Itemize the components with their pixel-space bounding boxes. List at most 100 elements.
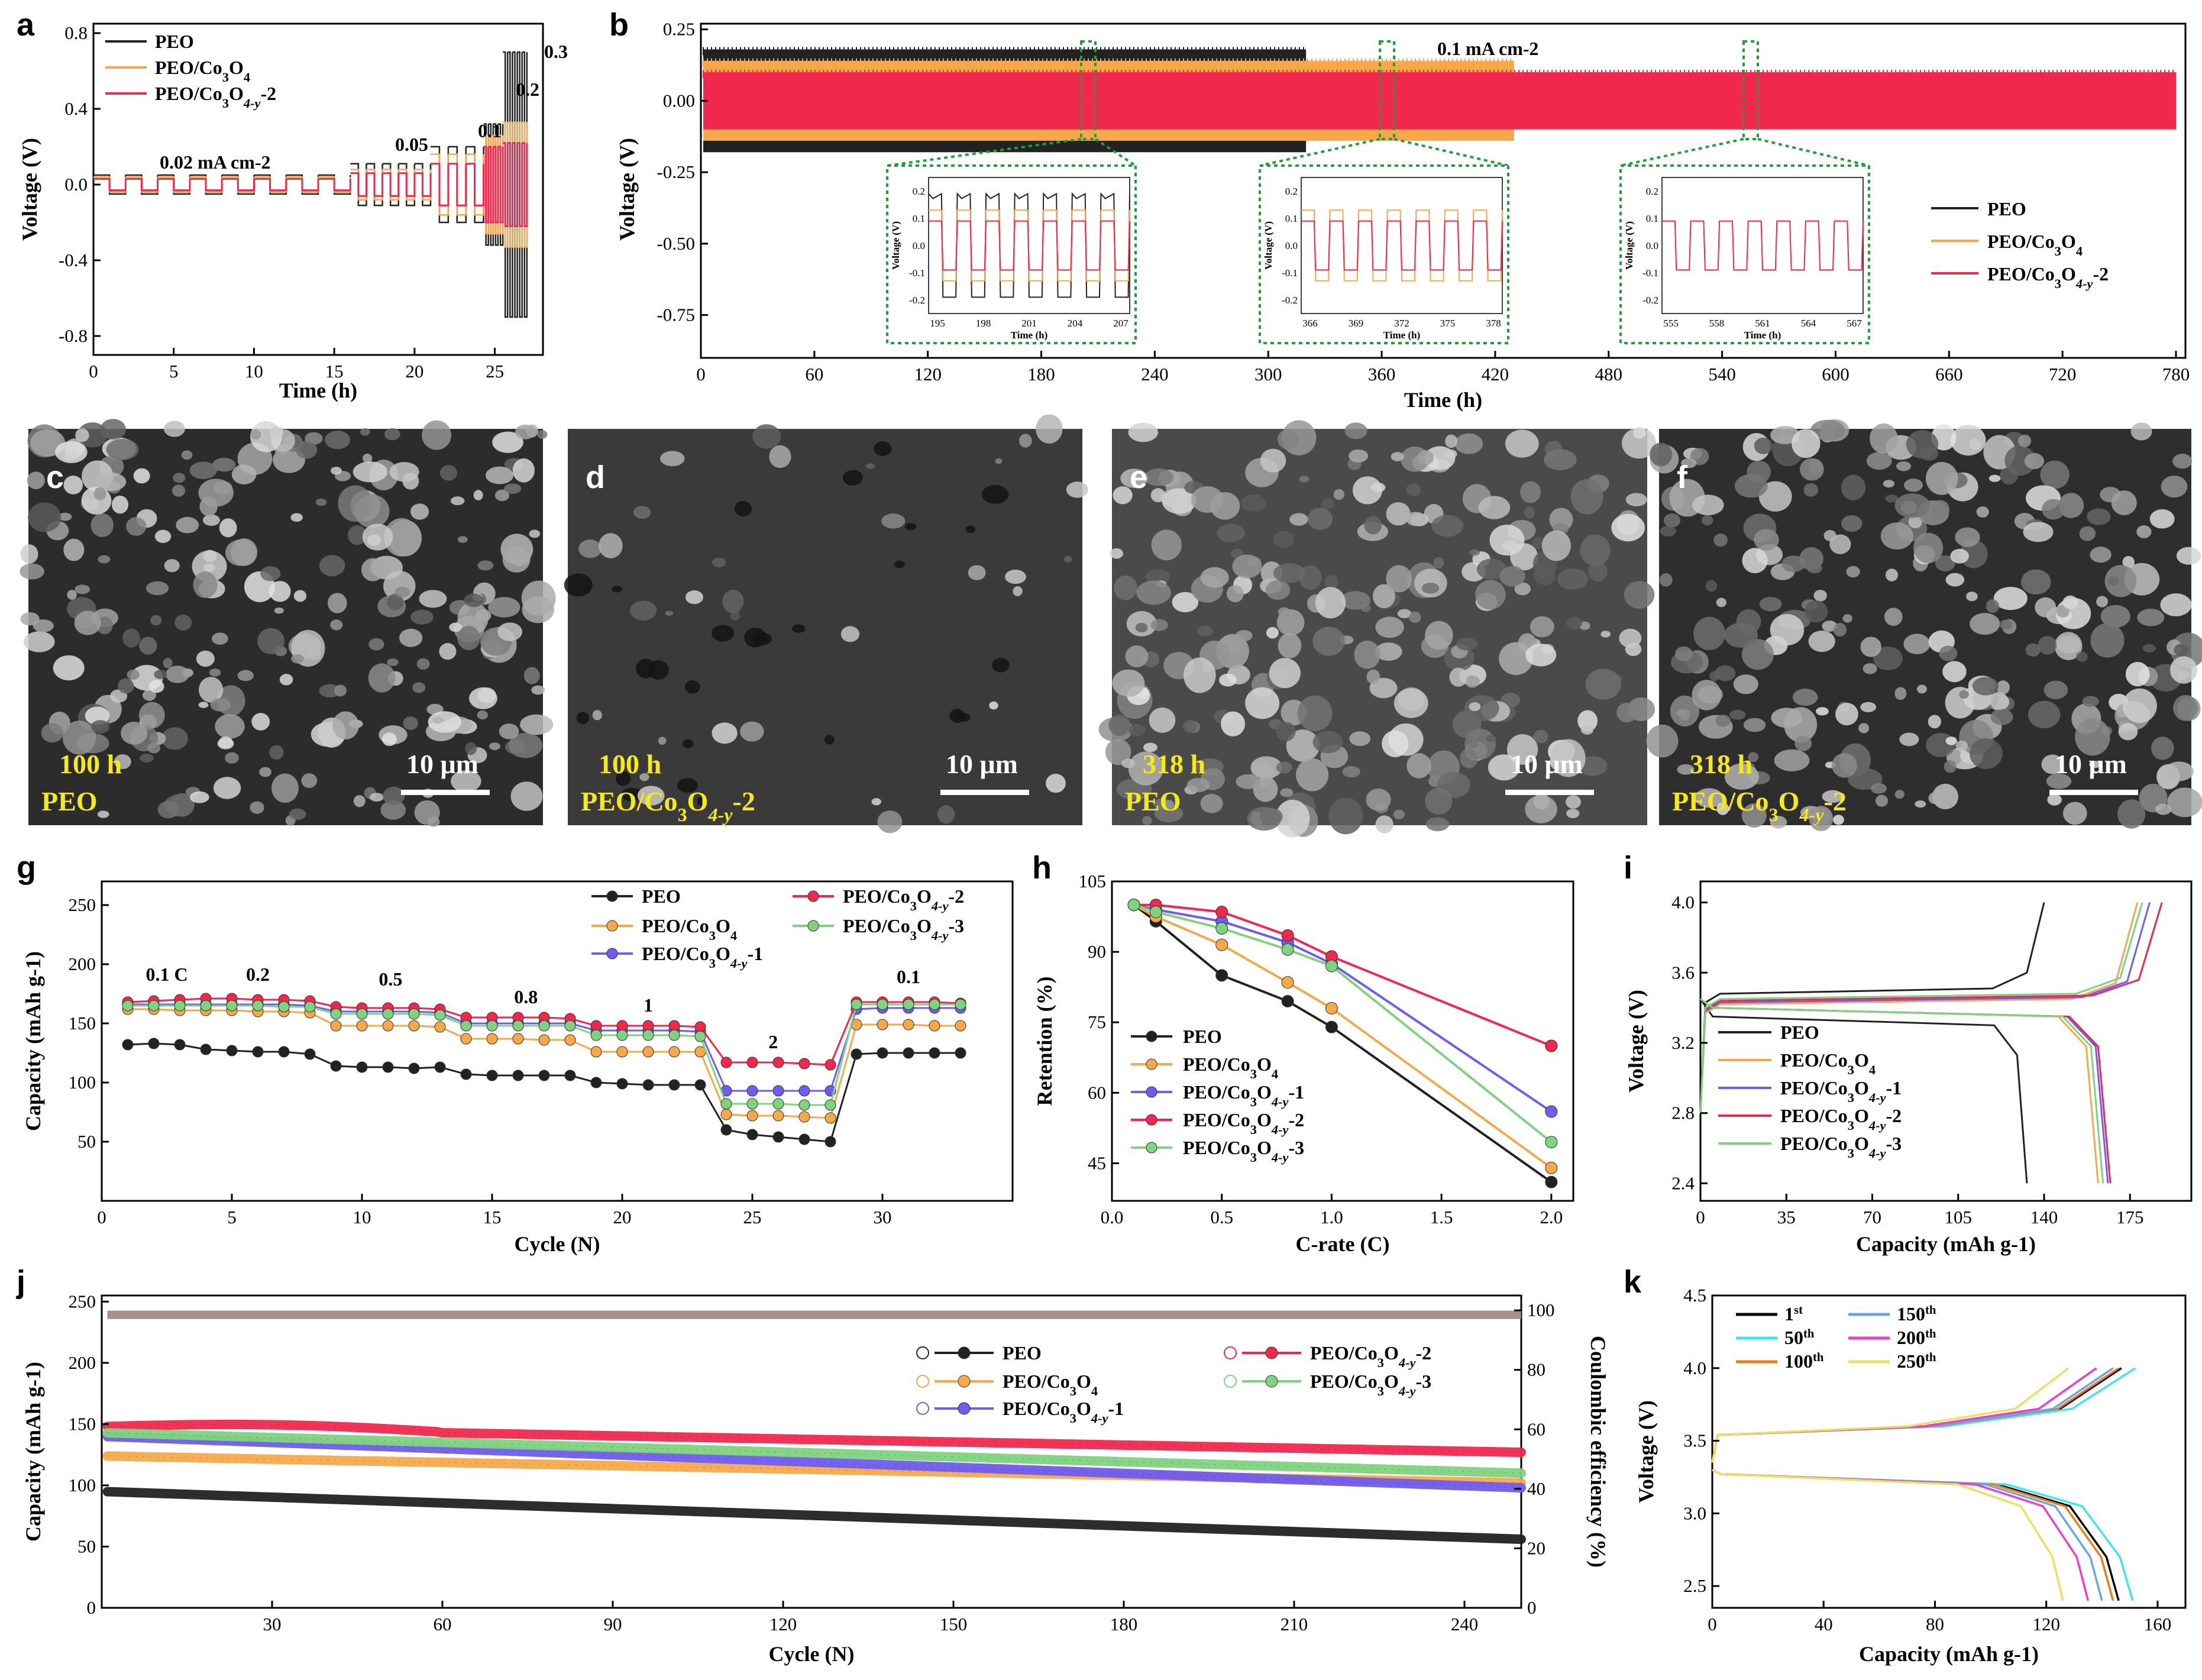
chart-g-point-y3 [252, 1000, 264, 1012]
chart-g-point-Co3O4 [460, 1033, 472, 1045]
x-tick-label: 30 [263, 1614, 282, 1634]
sem-grain [354, 494, 390, 528]
chart-h-frame [1111, 880, 1574, 1202]
sem-grain [157, 800, 179, 819]
chart-b: 0 60 120 180 240 300 360 420 480 540 600 660 720 780 0… [615, 19, 2190, 412]
sem-sample-label: PEO [41, 786, 98, 816]
y-tick-label: 200 [69, 1352, 96, 1373]
chart-j-legend-ce-marker [916, 1402, 929, 1415]
sem-grain [410, 609, 434, 625]
sem-grain [419, 590, 447, 608]
sem-grain [494, 489, 510, 502]
chart-g-point-y3 [642, 1029, 654, 1041]
sem-grain [1525, 795, 1557, 823]
legend-text: PEO/Co3O4-y-3 [1780, 1133, 1902, 1161]
sem-sample-label: PEO/Co3O4-y-2 [1672, 786, 1847, 825]
sem-grain [269, 745, 284, 760]
sem-grain [824, 735, 835, 745]
sem-grain [1976, 506, 1989, 518]
chart-h-point-Co3O4 [1545, 1161, 1558, 1174]
sem-grain [2043, 680, 2068, 700]
y-tick-label: 40 [1527, 1478, 1545, 1499]
sem-grain [1833, 815, 1844, 825]
chart-g-point-PEO [512, 1070, 524, 1081]
sem-grain [1754, 437, 1773, 454]
sem-grain [1632, 427, 1646, 439]
sem-grain [1236, 774, 1260, 789]
chart-b-inset-series-y2 [1662, 220, 1864, 271]
chart-g-point-y2 [746, 1057, 758, 1068]
chart-g-rate-label: 0.1 [897, 966, 920, 987]
sem-grain [1297, 695, 1333, 732]
sem-grain [161, 727, 188, 750]
sem-grain [1128, 422, 1159, 442]
chart-g-point-Co3O4 [955, 1020, 966, 1032]
sem-grain [665, 610, 673, 616]
sem-grain [1841, 474, 1866, 500]
x-tick-label: 660 [1935, 364, 1963, 385]
sem-grain [1164, 800, 1175, 809]
sem-grain [968, 565, 986, 580]
x-tick-label: 420 [1482, 364, 1509, 385]
legend-text: PEO/Co3O4 [1183, 1054, 1278, 1081]
sem-grain [2047, 794, 2062, 806]
x-tick-label: 150 [940, 1614, 968, 1634]
x-tick-label: 2.0 [1540, 1207, 1563, 1227]
sem-grain [181, 450, 193, 460]
x-tick-label: 0 [89, 361, 98, 382]
sem-grain [1499, 642, 1533, 676]
chart-a-series-Co3O4 [93, 121, 528, 248]
chart-g-point-PEO [955, 1047, 966, 1059]
sem-grain [1611, 513, 1645, 542]
sem-grain [508, 732, 542, 758]
sem-grain [1566, 809, 1580, 818]
sem-grain [537, 429, 548, 440]
sem-grain [1425, 621, 1453, 650]
chart-j-legend-marker [1265, 1375, 1278, 1388]
chart-b-inset-xtick: 558 [1709, 318, 1725, 329]
sem-grain [1810, 419, 1845, 441]
y-tick-label: 50 [77, 1536, 96, 1556]
chart-i-discharge-y3 [1700, 998, 2104, 1184]
sem-grain [874, 441, 892, 456]
sem-grain [295, 440, 318, 459]
sem-grain [1386, 502, 1411, 526]
chart-g-rate-label: 0.1 C [145, 964, 187, 985]
sem-grain [1525, 644, 1557, 667]
sem-grain [1870, 783, 1887, 794]
sem-grain [72, 477, 82, 487]
sem-panel-label: f [1677, 460, 1688, 495]
chart-k-legend-label: 50th [1784, 1327, 1815, 1349]
y-tick-label: 0.4 [64, 98, 88, 119]
sem-grain [734, 501, 752, 517]
sem-grain [576, 712, 589, 725]
chart-g-line-y2 [127, 997, 961, 1066]
chart-b-inset-frame [1661, 177, 1864, 314]
sem-grain [1113, 486, 1133, 505]
sem-grain [1433, 557, 1444, 568]
chart-b-inset-frame [928, 177, 1130, 314]
chart-k-legend-label: 100th [1784, 1351, 1824, 1372]
chart-h-point-PEO [1215, 969, 1228, 982]
sem-grain [1955, 527, 1980, 547]
chart-g-point-y3 [929, 999, 940, 1010]
sem-grain [2107, 576, 2120, 586]
sem-grain [1692, 495, 1724, 516]
sem-grain [1186, 777, 1210, 793]
chart-a-frame [92, 22, 544, 356]
sem-grain [193, 571, 218, 599]
chart-h-point-PEO [1545, 1175, 1558, 1188]
chart-j-capacity-y3 [102, 1428, 1526, 1478]
y-tick-label: 250 [69, 894, 96, 915]
sem-grain [1289, 513, 1308, 526]
sem-grain [894, 560, 905, 568]
sem-grain [1742, 548, 1768, 574]
y-tick-label: 100 [1527, 1300, 1555, 1320]
sem-grain [712, 722, 738, 744]
x-tick-label: 600 [1822, 364, 1849, 385]
x-tick-label: 175 [2116, 1207, 2144, 1227]
chart-g-point-y3 [564, 1020, 576, 1032]
chart-g-point-y3 [694, 1030, 706, 1042]
sem-grain [1701, 515, 1713, 526]
chart-g-point-PEO [304, 1048, 316, 1060]
